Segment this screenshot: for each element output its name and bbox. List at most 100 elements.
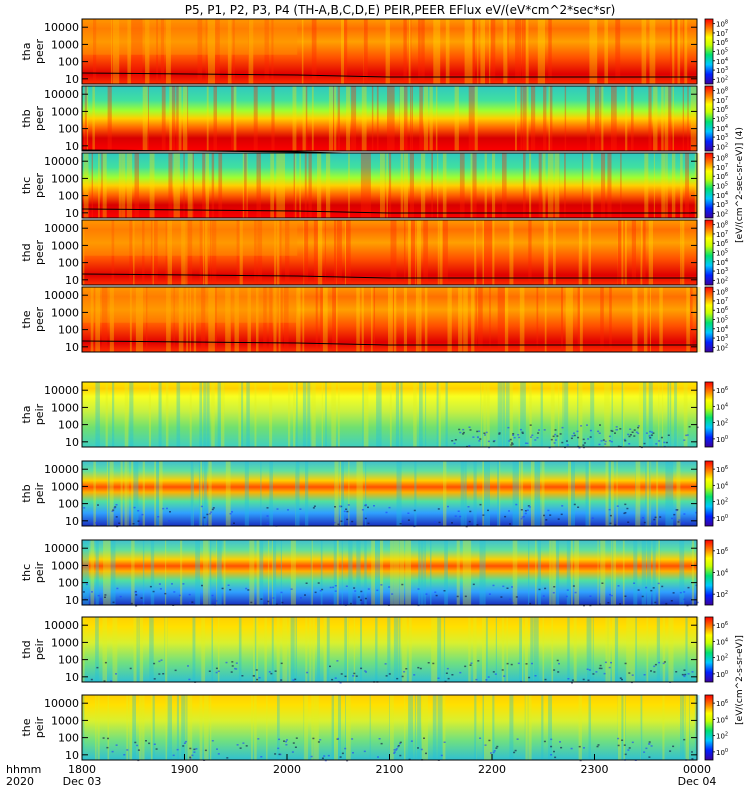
speckle	[235, 668, 238, 670]
texture-stripe	[501, 287, 505, 352]
texture-stripe	[203, 382, 207, 447]
texture-stripe	[254, 220, 257, 285]
texture-stripe	[389, 153, 392, 218]
speckle	[107, 737, 109, 740]
chart-title: P5, P1, P2, P3, P4 (TH-A,B,C,D,E) PEIR,P…	[185, 3, 616, 17]
texture-stripe	[334, 461, 338, 526]
texture-stripe	[337, 695, 341, 760]
speckle	[136, 744, 139, 747]
speckle	[277, 747, 280, 750]
texture-stripe	[93, 19, 97, 84]
texture-stripe	[573, 617, 577, 682]
texture-stripe	[359, 461, 363, 526]
texture-stripe	[520, 86, 523, 151]
y-tick-label: 1000	[51, 714, 79, 727]
texture-stripe	[653, 86, 658, 151]
texture-stripe	[582, 153, 584, 218]
spectrogram-image	[82, 461, 697, 526]
speckle	[123, 754, 126, 756]
speckle	[337, 737, 339, 740]
texture-stripe	[480, 382, 482, 447]
texture-stripe	[337, 220, 341, 285]
speckle	[653, 518, 656, 521]
texture-stripe	[334, 695, 337, 760]
speckle	[345, 585, 348, 587]
panel-frame	[81, 381, 698, 448]
spectrogram-image	[82, 19, 697, 84]
texture-stripe	[305, 617, 308, 682]
speckle	[456, 595, 459, 598]
texture-stripe	[267, 540, 270, 605]
texture-stripe	[111, 19, 114, 84]
speckle	[340, 520, 343, 522]
texture-stripe	[331, 382, 336, 447]
speckle	[434, 521, 436, 523]
speckle	[553, 442, 556, 444]
speckle	[550, 745, 553, 748]
speckle	[614, 524, 617, 526]
texture-stripe	[303, 695, 305, 760]
texture-stripe	[337, 695, 340, 760]
texture-stripe	[264, 19, 269, 84]
texture-stripe	[82, 540, 86, 605]
speckle	[355, 675, 358, 677]
texture-stripe	[254, 617, 257, 682]
texture-stripe	[646, 461, 652, 526]
speckle	[643, 442, 646, 445]
texture-stripe	[133, 617, 137, 682]
spectrogram-texture	[84, 86, 698, 151]
speckle	[629, 428, 632, 430]
texture-stripe	[652, 19, 654, 84]
colorbar-tick-label: 100	[716, 435, 728, 444]
colorbar-tick-label: 104	[716, 57, 728, 66]
texture-stripe	[434, 617, 439, 682]
texture-stripe	[149, 617, 154, 682]
texture-stripe	[612, 86, 616, 151]
speckle	[231, 661, 234, 663]
texture-stripe	[389, 695, 392, 760]
texture-stripe	[379, 382, 382, 447]
texture-stripe	[208, 461, 212, 526]
texture-stripe	[248, 287, 251, 352]
speckle	[332, 586, 335, 589]
speckle	[399, 742, 402, 745]
texture-stripe	[138, 19, 142, 84]
y-tick-label: 1000	[51, 38, 79, 51]
texture-stripe	[209, 540, 212, 605]
texture-stripe	[621, 382, 624, 447]
speckle	[260, 756, 263, 758]
texture-stripe	[595, 86, 600, 151]
texture-stripe	[153, 220, 158, 285]
texture-stripe	[95, 382, 100, 447]
speckle	[250, 601, 253, 604]
texture-stripe	[414, 220, 417, 285]
speckle	[477, 660, 480, 662]
texture-stripe	[341, 540, 343, 605]
texture-stripe	[152, 695, 155, 760]
speckle	[478, 440, 481, 442]
texture-stripe	[445, 19, 450, 84]
speckle	[502, 585, 505, 588]
speckle	[683, 439, 686, 441]
speckle	[538, 429, 540, 431]
speckle	[401, 583, 404, 586]
texture-stripe	[589, 617, 592, 682]
texture-stripe	[150, 220, 154, 285]
speckle	[588, 669, 591, 671]
speckle	[528, 676, 531, 679]
speckle	[129, 667, 132, 670]
colorbar-tick-label: 104	[716, 637, 728, 646]
texture-stripe	[601, 86, 604, 151]
speckle	[604, 661, 607, 664]
speckle	[440, 754, 443, 757]
texture-stripe	[542, 617, 545, 682]
colorbar-tick-label: 102	[716, 498, 728, 507]
texture-stripe	[142, 461, 145, 526]
speckle	[665, 441, 668, 444]
potential-line	[81, 273, 697, 279]
texture-stripe	[692, 86, 698, 151]
texture-stripe	[670, 617, 674, 682]
colorbar-tick-label: 104	[716, 715, 728, 724]
texture-stripe	[687, 86, 689, 151]
